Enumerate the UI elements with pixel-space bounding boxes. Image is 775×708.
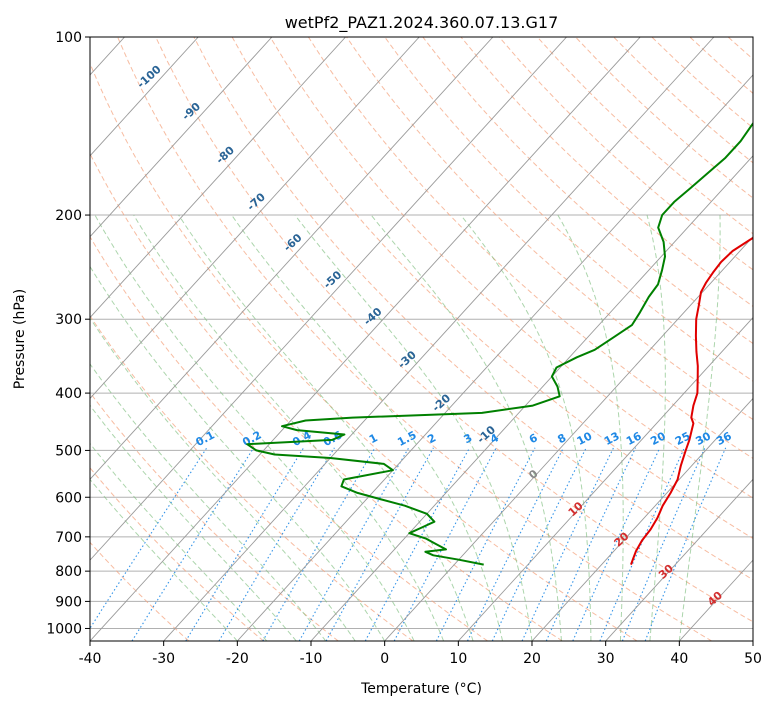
dry-adiabat: [155, 37, 753, 623]
isotherm-line: [90, 37, 641, 641]
x-tick-label: -10: [300, 651, 323, 667]
x-tick-label: 20: [523, 651, 541, 667]
isotherm-line: [531, 397, 753, 641]
isotherm-line: [458, 316, 753, 641]
y-tick-label: 600: [55, 490, 82, 506]
mixing-ratio-label: 10: [575, 429, 595, 448]
mixing-ratio-line: [185, 447, 305, 641]
moist-adiabat: [90, 442, 268, 641]
moist-adiabat: [94, 214, 415, 641]
dry-adiabat: [384, 37, 753, 382]
dry-adiabat: [90, 62, 638, 641]
chart-title: wetPf2_PAZ1.2024.360.07.13.G17: [285, 13, 559, 33]
isotherm-line: [90, 37, 567, 561]
x-tick-label: -40: [79, 651, 102, 667]
x-axis: -40 -30 -20 -10 0 10 20 30 40 50: [79, 641, 762, 667]
mixing-ratio-label: 16: [624, 429, 644, 448]
y-tick-label: 800: [55, 564, 82, 580]
moist-adiabat: [90, 265, 386, 641]
isotherm-line: [90, 37, 420, 400]
background-lines: [90, 37, 753, 641]
x-tick-label: -30: [152, 651, 175, 667]
moist-adiabat: [90, 404, 297, 641]
moist-adiabat: [557, 214, 624, 641]
plot-frame: [89, 36, 754, 642]
moist-adiabat: [90, 478, 238, 641]
moist-adiabat: [294, 214, 533, 641]
mixing-ratio-line: [545, 447, 637, 641]
mixing-ratio-line: [521, 447, 614, 641]
sounding-profiles: [246, 121, 753, 566]
moist-adiabat: [90, 317, 356, 641]
isotherm-line: [90, 37, 199, 157]
mixing-ratio-line: [621, 447, 706, 641]
isotherm-line: [384, 236, 753, 641]
x-tick-label: 40: [670, 651, 688, 667]
dry-adiabat: [90, 152, 563, 641]
temperature-profile: [630, 236, 753, 565]
dry-adiabat: [117, 37, 712, 641]
x-tick-label: 0: [380, 651, 389, 667]
isotherm-line: [90, 37, 346, 319]
dewpoint-profile: [246, 121, 753, 566]
moist-adiabat: [90, 363, 327, 641]
dry-adiabat: [193, 37, 753, 581]
x-tick-label: -20: [226, 651, 249, 667]
y-axis-title: Pressure (hPa): [12, 289, 28, 389]
moist-adiabat: [133, 214, 445, 641]
y-tick-label: 1000: [46, 621, 82, 637]
moist-adiabat: [678, 214, 721, 641]
y-tick-label: 500: [55, 443, 82, 459]
y-tick-label: 400: [55, 386, 82, 402]
isotherm-line: [605, 478, 753, 641]
x-axis-title: Temperature (°C): [360, 681, 482, 697]
isotherm-line: [90, 37, 273, 238]
mixing-ratio-label: 30: [693, 429, 713, 448]
x-tick-label: 30: [597, 651, 615, 667]
isotherm-line: [90, 37, 494, 480]
x-tick-label: 50: [744, 651, 762, 667]
y-tick-label: 700: [55, 530, 82, 546]
y-axis: 100 200 300 400 500 600 700 800 900 1000: [46, 30, 90, 637]
dry-adiabat: [269, 37, 753, 499]
isotherm-line: [163, 37, 715, 641]
y-tick-label: 900: [55, 594, 82, 610]
isotherm-line: [310, 155, 753, 641]
mixing-ratio-label: 20: [648, 429, 668, 448]
mixing-ratio-line: [90, 447, 208, 630]
dry-adiabat: [307, 37, 753, 460]
x-tick-label: 10: [449, 651, 467, 667]
isotherm-line: [237, 74, 753, 641]
mixing-ratio-line: [393, 447, 497, 641]
mixing-ratio-line: [364, 447, 471, 641]
dry-adiabat: [422, 37, 753, 345]
moist-adiabat: [646, 214, 666, 641]
y-tick-label: 200: [55, 208, 82, 224]
y-tick-label: 300: [55, 312, 82, 328]
mixing-ratio-label: 13: [602, 429, 622, 448]
mixing-ratio-label: 36: [714, 429, 734, 448]
mixing-ratio-line: [262, 447, 376, 641]
y-tick-label: 100: [55, 30, 82, 46]
